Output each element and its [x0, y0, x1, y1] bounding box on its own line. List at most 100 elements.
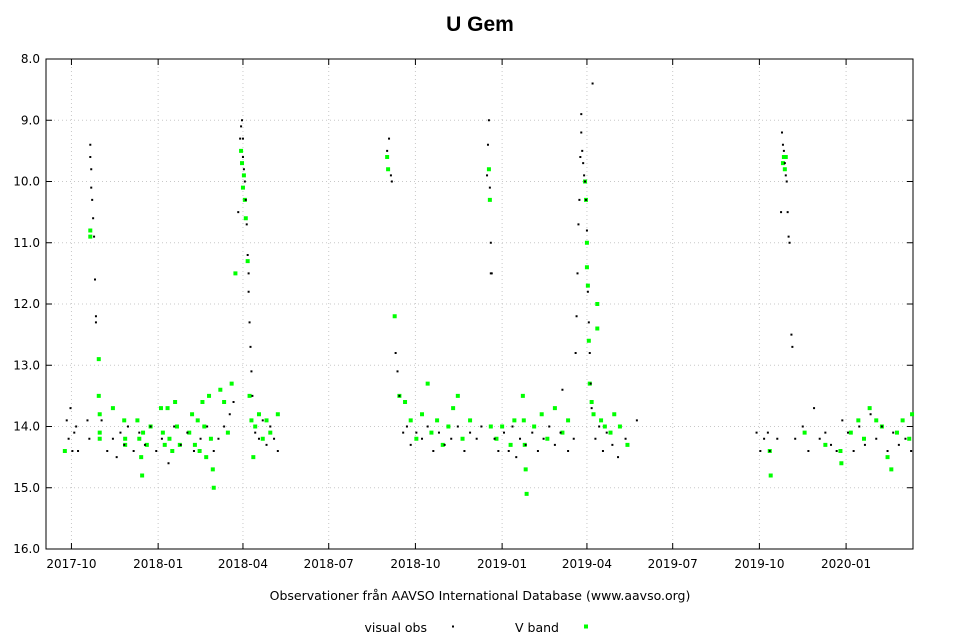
visual-obs-point [402, 431, 405, 434]
y-tick-label: 12.0 [13, 297, 40, 311]
visual-obs-point [841, 419, 844, 422]
series-visual-obs [65, 82, 913, 465]
visual-obs-point [801, 425, 804, 428]
visual-obs-point [437, 431, 440, 434]
visual-obs-point [813, 407, 816, 410]
v-band-point [122, 418, 127, 423]
v-band-point [783, 155, 788, 159]
visual-obs-point [904, 437, 907, 440]
visual-obs-point [578, 198, 581, 201]
visual-obs-point [531, 431, 534, 434]
v-band-point [612, 412, 617, 417]
visual-obs-point [426, 425, 429, 428]
v-band-point [591, 412, 596, 417]
visual-obs-point [824, 431, 827, 434]
legend-label-v-band: V band [515, 620, 559, 635]
visual-obs-point [567, 450, 570, 452]
visual-obs-point [149, 425, 152, 428]
visual-obs-point [585, 229, 588, 232]
visual-obs-point [251, 394, 254, 397]
visual-obs-point [486, 143, 489, 146]
visual-obs-point [421, 437, 424, 440]
visual-obs-point [780, 211, 783, 214]
v-band-point [486, 167, 491, 172]
visual-obs-point [409, 443, 412, 446]
v-band-point [500, 424, 505, 429]
visual-obs-point [386, 149, 389, 152]
visual-obs-point [759, 450, 762, 452]
v-band-point [239, 148, 244, 153]
v-band-point [460, 436, 465, 441]
visual-obs-point [605, 431, 608, 434]
v-band-point [867, 406, 872, 411]
v-band-point [97, 412, 102, 417]
visual-obs-point [248, 321, 251, 324]
v-band-point [170, 449, 175, 453]
visual-obs-point [415, 431, 418, 434]
visual-obs-point [788, 241, 791, 244]
visual-obs-point [450, 437, 453, 440]
legend-label-visual-obs: visual obs [364, 620, 427, 635]
visual-obs-point [503, 431, 506, 434]
v-band-point [900, 418, 905, 423]
v-band-point [141, 430, 146, 435]
v-band-point [521, 418, 526, 423]
visual-obs-point [261, 419, 264, 422]
visual-obs-point [519, 437, 522, 440]
v-band-point [487, 197, 492, 202]
v-band-point [192, 442, 197, 447]
visual-obs-point [574, 352, 577, 354]
x-tick-label: 2017-10 [46, 557, 96, 571]
v-band-point [602, 424, 607, 429]
v-band-point [97, 430, 102, 435]
visual-obs-point [273, 437, 276, 440]
v-band-point [488, 424, 493, 429]
v-band-point [222, 400, 227, 404]
visual-obs-point [755, 431, 758, 434]
v-band-point [552, 406, 557, 411]
v-band-point [861, 436, 866, 441]
v-band-point [96, 393, 101, 398]
v-band-point [889, 467, 894, 472]
visual-obs-point [94, 315, 97, 318]
v-band-point [245, 259, 250, 264]
v-band-point [240, 161, 245, 166]
visual-obs-point [155, 450, 158, 452]
v-band-point [584, 265, 589, 270]
v-band-point [208, 436, 213, 441]
visual-obs-point [511, 425, 514, 428]
v-band-point [429, 430, 434, 435]
visual-obs-point [67, 437, 70, 440]
v-band-point [385, 155, 390, 159]
visual-obs-point [232, 401, 235, 403]
v-band-point [275, 412, 280, 417]
v-band-point [907, 436, 912, 441]
v-band-point [599, 418, 604, 423]
visual-obs-point [493, 437, 496, 440]
v-band-point [768, 473, 773, 478]
x-tick-label: 2018-04 [218, 557, 268, 571]
visual-obs-point [237, 211, 240, 214]
v-band-point [589, 400, 594, 404]
visual-obs-point [489, 241, 492, 244]
visual-obs-point [173, 425, 176, 428]
visual-obs-point [581, 149, 584, 152]
visual-obs-point [228, 413, 231, 416]
legend: visual obs V band [364, 620, 588, 635]
v-band-point [167, 436, 172, 441]
visual-obs-point [553, 443, 556, 446]
visual-obs-point [71, 450, 74, 452]
visual-obs-point [132, 450, 135, 452]
v-band-point [202, 424, 207, 429]
v-band-point [451, 406, 456, 411]
v-band-point [856, 418, 861, 423]
visual-obs-point [580, 131, 583, 134]
v-band-point [123, 436, 128, 441]
legend-marker-visual-obs [452, 625, 454, 628]
visual-obs-point [160, 437, 163, 440]
visual-obs-point [559, 431, 562, 434]
v-band-point [247, 393, 252, 398]
visual-obs-point [242, 168, 245, 171]
v-band-point [174, 424, 179, 429]
v-band-point [241, 173, 246, 178]
